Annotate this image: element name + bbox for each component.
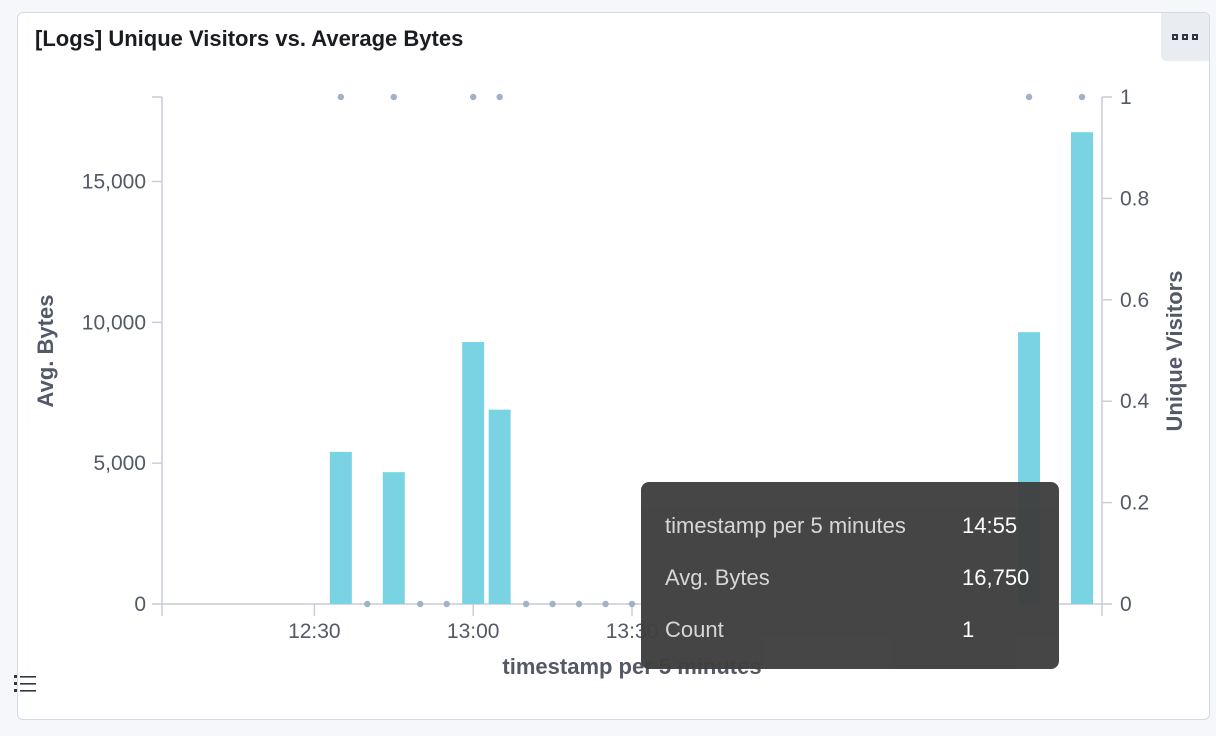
visualization-panel: [Logs] Unique Visitors vs. Average Bytes (17, 12, 1210, 720)
y2-tick-label: 0.8 (1120, 187, 1149, 210)
tooltip-value: 14:55 (962, 513, 1018, 538)
visitor-point (337, 93, 345, 101)
y-tick-label: 15,000 (82, 171, 146, 194)
y-tick-label: 10,000 (82, 311, 146, 334)
dots-layer (337, 93, 1086, 608)
x-tick-label: 12:30 (288, 620, 341, 643)
ellipsis-icon-dot (1192, 34, 1198, 40)
visitor-point (417, 600, 424, 608)
y2-tick-label: 1 (1120, 86, 1132, 109)
visitor-point (1078, 93, 1086, 101)
visitor-point (549, 600, 556, 608)
bar (1071, 132, 1093, 605)
tooltip-row: Avg. Bytes 16,750 (665, 552, 1035, 604)
visitor-point (628, 600, 636, 608)
visitor-point (443, 600, 450, 608)
panel-title: [Logs] Unique Visitors vs. Average Bytes (35, 26, 464, 51)
panel-options-button[interactable] (1161, 13, 1209, 61)
ellipsis-icon (1172, 34, 1178, 40)
chart-tooltip: timestamp per 5 minutes 14:55 Avg. Bytes… (641, 482, 1059, 669)
y2-tick-label: 0.4 (1120, 390, 1150, 413)
tooltip-row: timestamp per 5 minutes 14:55 (665, 500, 1035, 552)
y2-tick-label: 0.6 (1120, 289, 1149, 312)
visitor-point (602, 600, 609, 608)
visitor-point (469, 93, 477, 101)
y2-tick-label: 0 (1120, 593, 1132, 616)
y2-tick-label: 0.2 (1120, 492, 1149, 515)
bar (329, 451, 352, 604)
x-tick-label: 13:00 (447, 620, 500, 643)
y-axis-title: Avg. Bytes (33, 295, 58, 408)
bar (382, 472, 405, 604)
y-tick-label: 0 (134, 593, 146, 616)
list-icon (14, 675, 36, 692)
tooltip-value: 16,750 (962, 565, 1030, 590)
tooltip-key: timestamp per 5 minutes (665, 513, 906, 538)
visitor-point (364, 600, 371, 608)
tooltip-key: Avg. Bytes (665, 565, 770, 590)
tooltip-key: Count (665, 617, 724, 642)
visitor-point (390, 93, 397, 101)
y-tick-label: 5,000 (93, 452, 146, 475)
ellipsis-icon-dot (1182, 34, 1188, 40)
visitor-point (496, 93, 503, 101)
visitor-point (575, 600, 583, 608)
tooltip-row: Count 1 (665, 604, 1035, 656)
bar (462, 342, 485, 604)
visitor-point (522, 600, 530, 608)
visitor-point (1025, 93, 1033, 101)
tooltip-value: 1 (962, 617, 975, 642)
bar (488, 409, 511, 604)
y2-axis-title: Unique Visitors (1162, 271, 1187, 432)
legend-toggle-button[interactable] (12, 672, 38, 696)
